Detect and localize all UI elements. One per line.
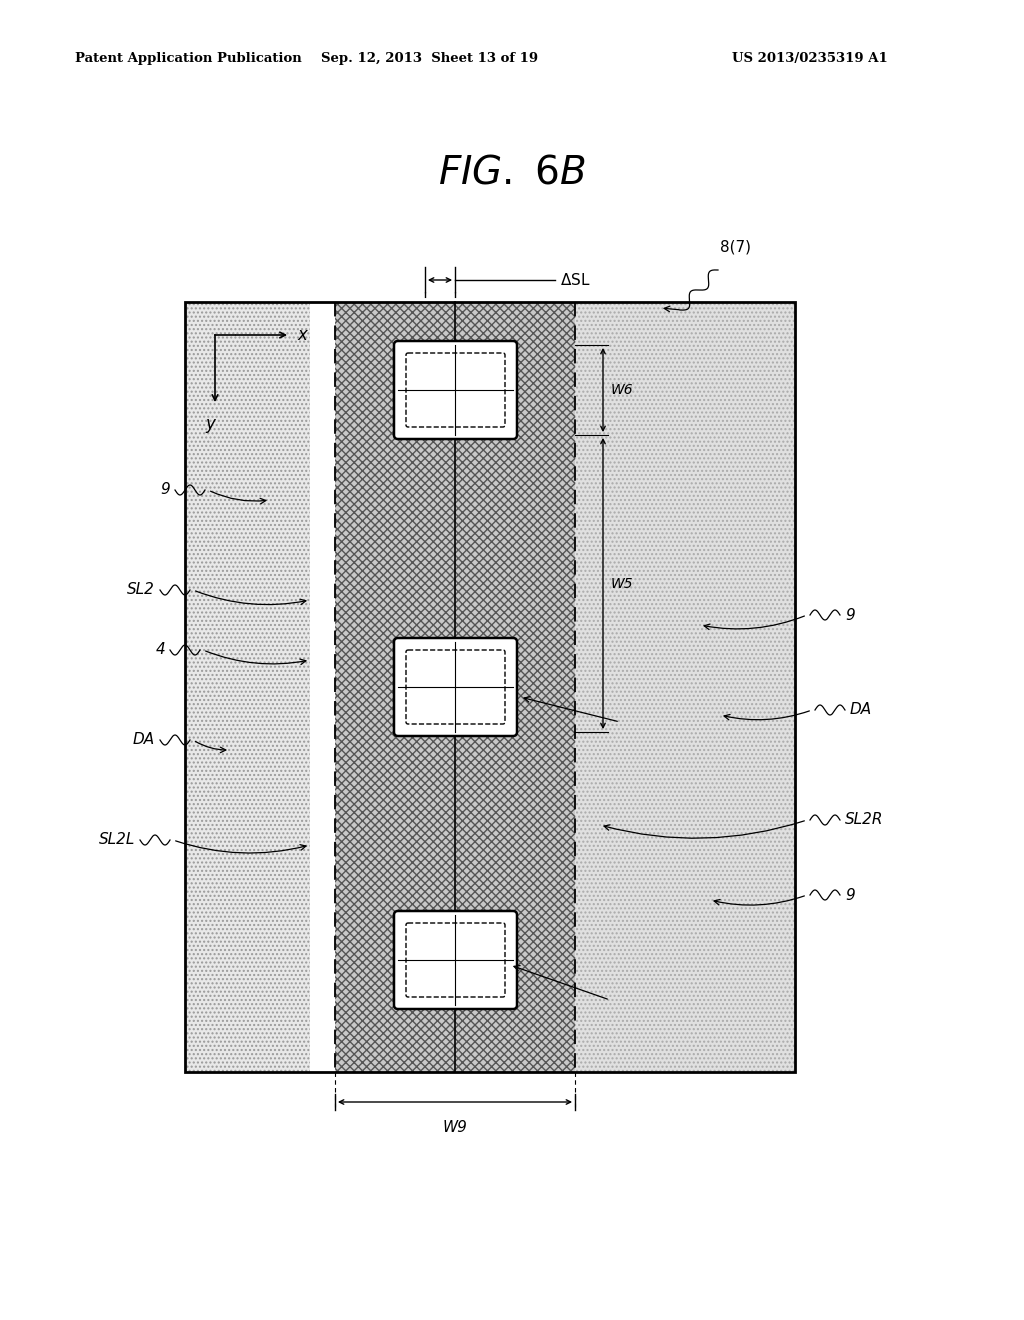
Text: SL2R: SL2R [845,813,884,828]
Text: SL2L: SL2L [98,833,135,847]
Bar [185,302,310,1072]
Text: 9: 9 [845,607,855,623]
Bar [335,302,575,1072]
FancyBboxPatch shape [394,911,517,1008]
Text: 8(7): 8(7) [720,240,751,255]
Bar [335,302,575,1072]
Text: $\Delta$SL: $\Delta$SL [560,272,591,288]
FancyBboxPatch shape [394,341,517,440]
Text: 9: 9 [160,483,170,498]
FancyBboxPatch shape [394,638,517,737]
Text: DA: DA [133,733,155,747]
Bar [185,302,310,1072]
Text: y: y [205,414,215,433]
Text: DA: DA [850,702,872,718]
Bar [310,302,335,1072]
Text: 4: 4 [156,643,165,657]
Text: W6: W6 [611,383,634,397]
Text: US 2013/0235319 A1: US 2013/0235319 A1 [732,51,888,65]
Text: SL2: SL2 [127,582,155,598]
Text: $\mathit{FIG.\ 6B}$: $\mathit{FIG.\ 6B}$ [438,154,586,191]
Text: Sep. 12, 2013  Sheet 13 of 19: Sep. 12, 2013 Sheet 13 of 19 [322,51,539,65]
Bar [575,302,795,1072]
Text: W9: W9 [442,1119,467,1135]
Text: 9: 9 [845,887,855,903]
Text: W5: W5 [611,577,634,590]
Bar [185,302,795,1072]
Bar [575,302,795,1072]
Text: Patent Application Publication: Patent Application Publication [75,51,302,65]
Text: x: x [297,326,307,345]
